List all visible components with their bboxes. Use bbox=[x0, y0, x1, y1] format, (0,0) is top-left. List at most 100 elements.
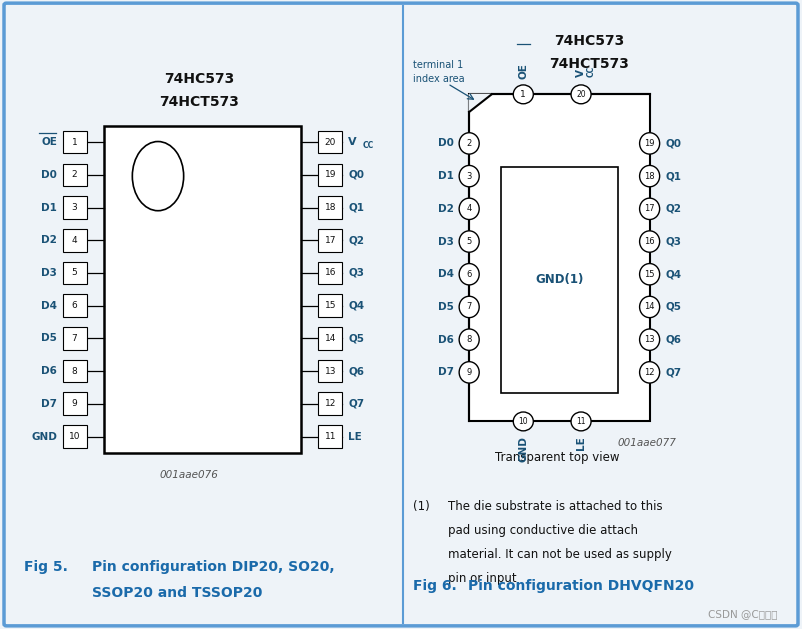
Text: D3: D3 bbox=[438, 237, 454, 247]
Bar bbox=[63, 425, 87, 448]
Text: 19: 19 bbox=[325, 170, 336, 179]
Text: Q0: Q0 bbox=[665, 138, 681, 148]
Text: 15: 15 bbox=[325, 301, 336, 310]
Text: GND: GND bbox=[31, 431, 57, 442]
Ellipse shape bbox=[640, 264, 659, 285]
Text: Q6: Q6 bbox=[665, 335, 681, 345]
Text: Pin configuration DIP20, SO20,: Pin configuration DIP20, SO20, bbox=[92, 560, 335, 574]
Text: GND(1): GND(1) bbox=[535, 274, 584, 286]
Text: LE: LE bbox=[576, 436, 586, 450]
Text: D2: D2 bbox=[41, 235, 57, 245]
Text: GND: GND bbox=[518, 436, 529, 462]
Text: Q5: Q5 bbox=[348, 333, 364, 343]
Text: (1): (1) bbox=[413, 500, 430, 513]
Text: 10: 10 bbox=[518, 417, 529, 426]
Text: 17: 17 bbox=[644, 204, 655, 213]
Text: Q0: Q0 bbox=[348, 170, 364, 180]
Text: Fig 5.: Fig 5. bbox=[24, 560, 68, 574]
Text: 2: 2 bbox=[467, 139, 472, 148]
Ellipse shape bbox=[459, 198, 479, 220]
Bar bbox=[63, 262, 87, 284]
Ellipse shape bbox=[459, 296, 479, 318]
Bar bbox=[318, 196, 342, 219]
Text: 18: 18 bbox=[325, 203, 336, 212]
Text: D2: D2 bbox=[438, 204, 454, 214]
Text: 14: 14 bbox=[644, 303, 655, 311]
Text: Q7: Q7 bbox=[348, 399, 364, 409]
Bar bbox=[63, 196, 87, 219]
Text: D6: D6 bbox=[438, 335, 454, 345]
Text: 001aae076: 001aae076 bbox=[159, 470, 218, 480]
Text: D3: D3 bbox=[41, 268, 57, 278]
Bar bbox=[318, 164, 342, 186]
Bar bbox=[318, 229, 342, 252]
Text: OE: OE bbox=[41, 137, 57, 147]
Text: D0: D0 bbox=[41, 170, 57, 180]
Text: pin or input: pin or input bbox=[448, 572, 516, 585]
Text: D4: D4 bbox=[438, 269, 454, 279]
Bar bbox=[318, 294, 342, 317]
Text: 14: 14 bbox=[325, 334, 336, 343]
Text: Q3: Q3 bbox=[348, 268, 364, 278]
Ellipse shape bbox=[640, 165, 659, 187]
Ellipse shape bbox=[640, 198, 659, 220]
Text: pad using conductive die attach: pad using conductive die attach bbox=[448, 524, 638, 537]
Text: 13: 13 bbox=[325, 367, 336, 376]
Text: 9: 9 bbox=[467, 368, 472, 377]
Text: D6: D6 bbox=[41, 366, 57, 376]
Bar bbox=[63, 360, 87, 382]
Text: 20: 20 bbox=[576, 90, 586, 99]
Ellipse shape bbox=[459, 264, 479, 285]
Ellipse shape bbox=[459, 231, 479, 252]
Bar bbox=[318, 392, 342, 415]
Text: 3: 3 bbox=[467, 172, 472, 181]
Text: LE: LE bbox=[348, 431, 362, 442]
Ellipse shape bbox=[459, 165, 479, 187]
Text: D7: D7 bbox=[438, 367, 454, 377]
Ellipse shape bbox=[459, 329, 479, 350]
Text: Q1: Q1 bbox=[665, 171, 681, 181]
Text: 11: 11 bbox=[325, 432, 336, 441]
Text: CSDN @C君莫笑: CSDN @C君莫笑 bbox=[708, 610, 778, 620]
Text: 8: 8 bbox=[467, 335, 472, 344]
FancyBboxPatch shape bbox=[4, 3, 798, 626]
Text: 15: 15 bbox=[644, 270, 655, 279]
Ellipse shape bbox=[640, 231, 659, 252]
Text: V: V bbox=[348, 137, 357, 147]
Text: material. It can not be used as supply: material. It can not be used as supply bbox=[448, 548, 671, 561]
Bar bbox=[63, 229, 87, 252]
Bar bbox=[501, 167, 618, 393]
Text: The die substrate is attached to this: The die substrate is attached to this bbox=[448, 500, 662, 513]
Text: terminal 1
index area: terminal 1 index area bbox=[413, 60, 464, 84]
Text: D0: D0 bbox=[438, 138, 454, 148]
Text: 4: 4 bbox=[467, 204, 472, 213]
Bar bbox=[63, 164, 87, 186]
Text: CC: CC bbox=[586, 65, 595, 77]
Ellipse shape bbox=[513, 412, 533, 431]
Text: 7: 7 bbox=[467, 303, 472, 311]
Text: V: V bbox=[576, 69, 586, 77]
Text: D5: D5 bbox=[438, 302, 454, 312]
Text: 19: 19 bbox=[644, 139, 655, 148]
Ellipse shape bbox=[459, 133, 479, 154]
Text: 4: 4 bbox=[71, 236, 78, 245]
Text: 74HC573: 74HC573 bbox=[554, 34, 625, 48]
Text: 2: 2 bbox=[71, 170, 78, 179]
Text: 10: 10 bbox=[69, 432, 80, 441]
Text: D4: D4 bbox=[41, 301, 57, 311]
Text: 001aae077: 001aae077 bbox=[618, 438, 676, 448]
Text: Q4: Q4 bbox=[348, 301, 364, 311]
Ellipse shape bbox=[640, 133, 659, 154]
Text: Q4: Q4 bbox=[665, 269, 682, 279]
Bar bbox=[63, 392, 87, 415]
Bar bbox=[63, 327, 87, 350]
Text: Q6: Q6 bbox=[348, 366, 364, 376]
Bar bbox=[318, 425, 342, 448]
Text: Fig 6.: Fig 6. bbox=[413, 579, 457, 593]
Bar bbox=[318, 131, 342, 153]
Ellipse shape bbox=[640, 329, 659, 350]
Text: 74HC573: 74HC573 bbox=[164, 72, 234, 86]
Text: 1: 1 bbox=[71, 138, 78, 147]
Ellipse shape bbox=[571, 85, 591, 104]
Ellipse shape bbox=[640, 296, 659, 318]
